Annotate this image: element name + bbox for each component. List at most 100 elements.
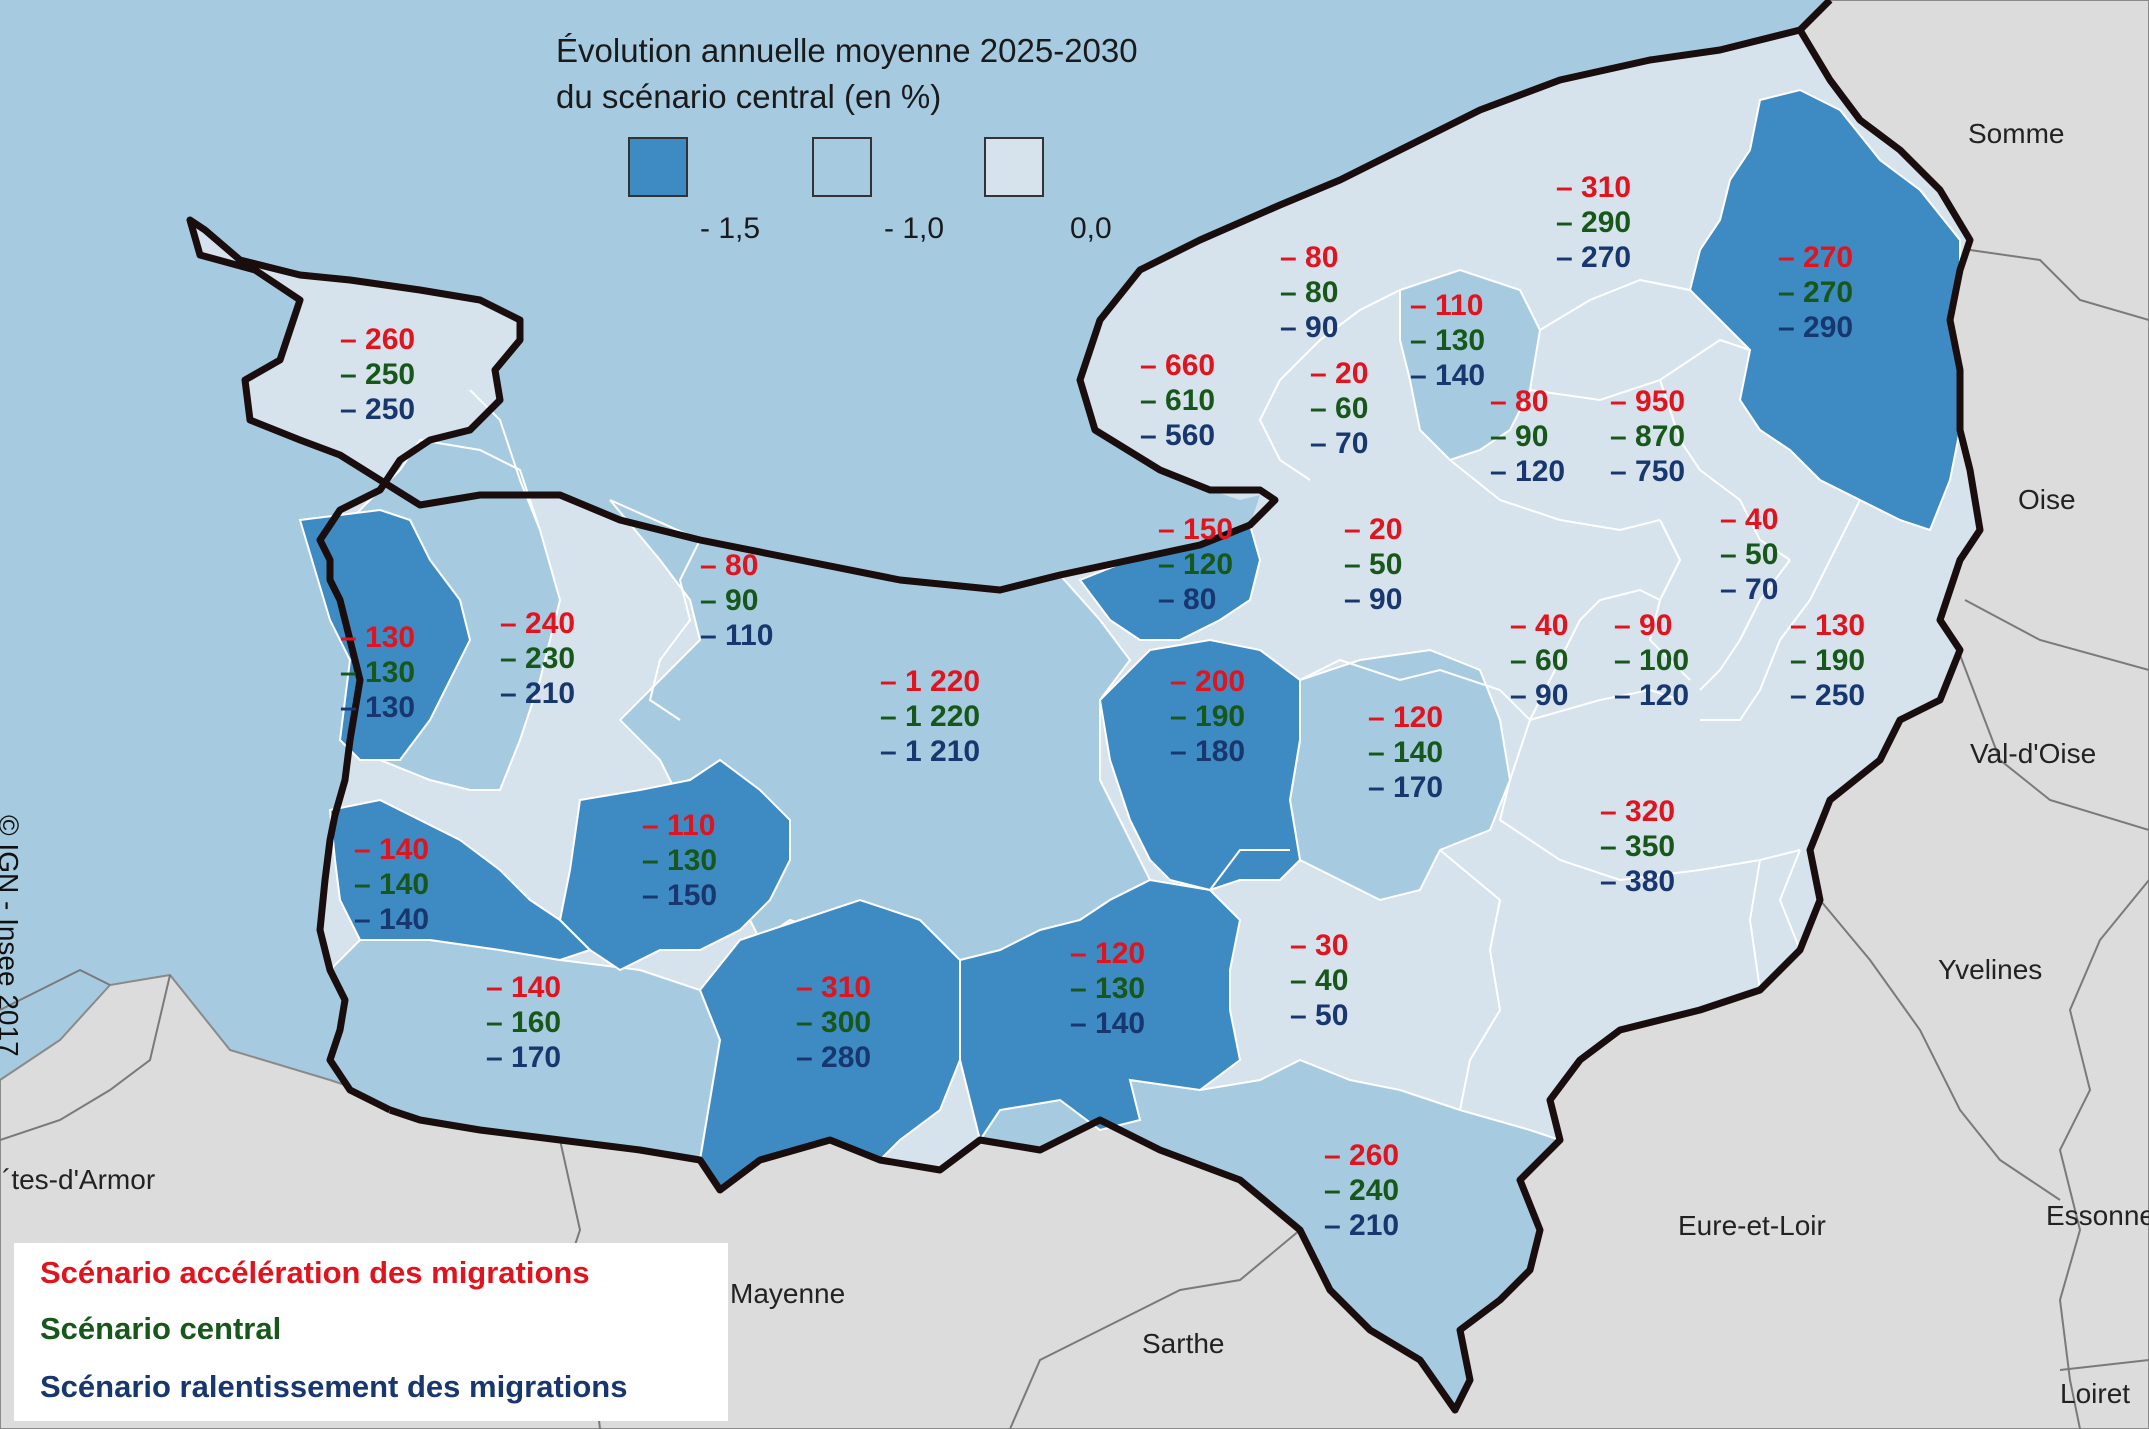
copyright: © IGN - Insee 2017 bbox=[0, 815, 24, 1057]
zone-value-central: – 230 bbox=[500, 642, 576, 675]
legend-label-1: - 1,5 bbox=[700, 212, 761, 245]
neighbour-borders bbox=[0, 249, 2149, 1429]
zone-value-acceleration: – 1 220 bbox=[880, 665, 981, 698]
zone-value-central: – 130 bbox=[1070, 972, 1146, 1005]
zone-value-ralentissement: – 210 bbox=[500, 677, 576, 710]
zone-value-ralentissement: – 560 bbox=[1140, 419, 1216, 452]
zone-value-ralentissement: – 180 bbox=[1170, 735, 1246, 768]
zone-granville: – 140– 140– 140 bbox=[354, 832, 429, 937]
zone-cherbourg: – 260– 250– 250 bbox=[340, 322, 415, 427]
zone-value-acceleration: – 660 bbox=[1140, 349, 1216, 382]
zone-value-acceleration: – 110 bbox=[642, 809, 716, 842]
zone-barentin: – 80– 90– 120 bbox=[1490, 384, 1565, 489]
zone-value-central: – 610 bbox=[1140, 384, 1216, 417]
zone-value-central: – 50 bbox=[1720, 538, 1779, 571]
map-title: Évolution annuelle moyenne 2025-2030 du … bbox=[556, 28, 1138, 120]
zone-honfleur: – 150– 120– 80 bbox=[1158, 512, 1233, 617]
zone-value-ralentissement: – 110 bbox=[700, 619, 774, 652]
zone-evreux: – 320– 350– 380 bbox=[1600, 794, 1675, 899]
zone-vernon: – 130– 190– 250 bbox=[1790, 608, 1865, 713]
scenario-ralentissement: Scénario ralentissement des migrations bbox=[40, 1369, 628, 1404]
zone-value-central: – 130 bbox=[1410, 324, 1486, 357]
zone-value-ralentissement: – 140 bbox=[354, 903, 430, 936]
zone-value-acceleration: – 20 bbox=[1310, 357, 1369, 390]
zone-value-central: – 290 bbox=[1556, 206, 1632, 239]
zone-value-central: – 250 bbox=[340, 358, 416, 391]
zone-value-ralentissement: – 750 bbox=[1610, 455, 1686, 488]
dept-label-cotes-darmor: ´tes-d'Armor bbox=[2, 1164, 156, 1195]
zone-value-ralentissement: – 90 bbox=[1344, 583, 1403, 616]
zone-value-acceleration: – 320 bbox=[1600, 795, 1676, 828]
zone-value-acceleration: – 240 bbox=[500, 607, 576, 640]
zone-vire: – 110– 130– 150 bbox=[642, 808, 717, 913]
scenario-central: Scénario central bbox=[40, 1311, 282, 1346]
zone-value-central: – 190 bbox=[1790, 644, 1866, 677]
zone-value-acceleration: – 120 bbox=[1368, 701, 1444, 734]
zone-value-ralentissement: – 170 bbox=[1368, 771, 1444, 804]
zone-value-ralentissement: – 270 bbox=[1556, 241, 1632, 274]
zone-value-ralentissement: – 290 bbox=[1778, 311, 1854, 344]
zone-yvetot: – 110– 130– 140 bbox=[1410, 288, 1485, 393]
dept-label-sarthe: Sarthe bbox=[1142, 1328, 1225, 1359]
zone-elbeuf: – 40– 60– 90 bbox=[1510, 608, 1568, 713]
zone-value-acceleration: – 40 bbox=[1720, 503, 1779, 536]
zone-fecamp: – 80– 80– 90 bbox=[1280, 240, 1338, 345]
zone-value-ralentissement: – 90 bbox=[1280, 311, 1339, 344]
zone-value-central: – 140 bbox=[354, 868, 430, 901]
zone-saint-lo: – 240– 230– 210 bbox=[500, 606, 575, 711]
zone-value-ralentissement: – 90 bbox=[1510, 679, 1569, 712]
zone-value-ralentissement: – 120 bbox=[1614, 679, 1690, 712]
zone-lisieux: – 200– 190– 180 bbox=[1170, 664, 1245, 769]
legend-label-3: 0,0 bbox=[1070, 212, 1112, 245]
zone-value-ralentissement: – 130 bbox=[340, 691, 416, 724]
zone-value-acceleration: – 90 bbox=[1614, 609, 1673, 642]
zone-value-acceleration: – 200 bbox=[1170, 665, 1246, 698]
scenario-key: Scénario accélération des migrations Scé… bbox=[14, 1243, 728, 1421]
dept-label-essonne: Essonne bbox=[2046, 1200, 2149, 1231]
zone-value-acceleration: – 110 bbox=[1410, 289, 1484, 322]
legend-label-2: - 1,0 bbox=[884, 212, 945, 245]
dept-label-loiret: Loiret bbox=[2060, 1378, 2131, 1409]
zone-avranches: – 140– 160– 170 bbox=[486, 970, 561, 1075]
zone-value-acceleration: – 140 bbox=[354, 833, 430, 866]
zone-value-ralentissement: – 280 bbox=[796, 1041, 872, 1074]
dept-label-mayenne: Mayenne bbox=[730, 1278, 846, 1309]
zone-value-central: – 80 bbox=[1280, 276, 1339, 309]
zone-borders bbox=[469, 278, 1861, 1111]
zone-value-acceleration: – 950 bbox=[1610, 385, 1686, 418]
zone-flers: – 310– 300– 280 bbox=[796, 970, 871, 1075]
zone-louviers: – 90– 100– 120 bbox=[1614, 608, 1689, 713]
zone-laigle: – 30– 40– 50 bbox=[1290, 928, 1348, 1033]
map-title-line1: Évolution annuelle moyenne 2025-2030 bbox=[556, 32, 1138, 69]
zone-value-central: – 130 bbox=[642, 844, 718, 877]
zone-le-havre: – 660– 610– 560 bbox=[1140, 348, 1215, 453]
zone-value-acceleration: – 40 bbox=[1510, 609, 1569, 642]
zone-value-ralentissement: – 140 bbox=[1070, 1007, 1146, 1040]
dept-label-oise: Oise bbox=[2018, 484, 2076, 515]
zone-value-central: – 100 bbox=[1614, 644, 1690, 677]
zone-value-ralentissement: – 250 bbox=[340, 393, 416, 426]
zone-value-central: – 300 bbox=[796, 1006, 872, 1039]
zone-value-ralentissement: – 80 bbox=[1158, 583, 1217, 616]
zone-coutances: – 130– 130– 130 bbox=[340, 620, 415, 725]
zone-value-ralentissement: – 380 bbox=[1600, 865, 1676, 898]
zone-caen: – 1 220– 1 220– 1 210 bbox=[880, 664, 980, 769]
map-title-line2: du scénario central (en %) bbox=[556, 78, 942, 115]
zone-value-ralentissement: – 70 bbox=[1720, 573, 1779, 606]
zone-value-acceleration: – 80 bbox=[700, 549, 759, 582]
zone-value-central: – 140 bbox=[1368, 736, 1444, 769]
zone-value-central: – 870 bbox=[1610, 420, 1686, 453]
dept-label-val-doise: Val-d'Oise bbox=[1970, 738, 2097, 769]
legend-swatch-medium bbox=[812, 137, 872, 197]
zone-value-central: – 190 bbox=[1170, 700, 1246, 733]
region-border bbox=[388, 28, 1984, 1414]
zone-value-central: – 90 bbox=[1490, 420, 1549, 453]
zones-dark bbox=[298, 88, 1961, 1192]
legend-swatch-dark bbox=[628, 137, 688, 197]
zone-value-ralentissement: – 1 210 bbox=[880, 735, 981, 768]
zone-value-acceleration: – 310 bbox=[796, 971, 872, 1004]
zone-value-central: – 270 bbox=[1778, 276, 1854, 309]
zone-rouen: – 950– 870– 750 bbox=[1610, 384, 1685, 489]
zone-argentan: – 120– 130– 140 bbox=[1070, 936, 1145, 1041]
dept-label-yvelines: Yvelines bbox=[1938, 954, 2043, 985]
